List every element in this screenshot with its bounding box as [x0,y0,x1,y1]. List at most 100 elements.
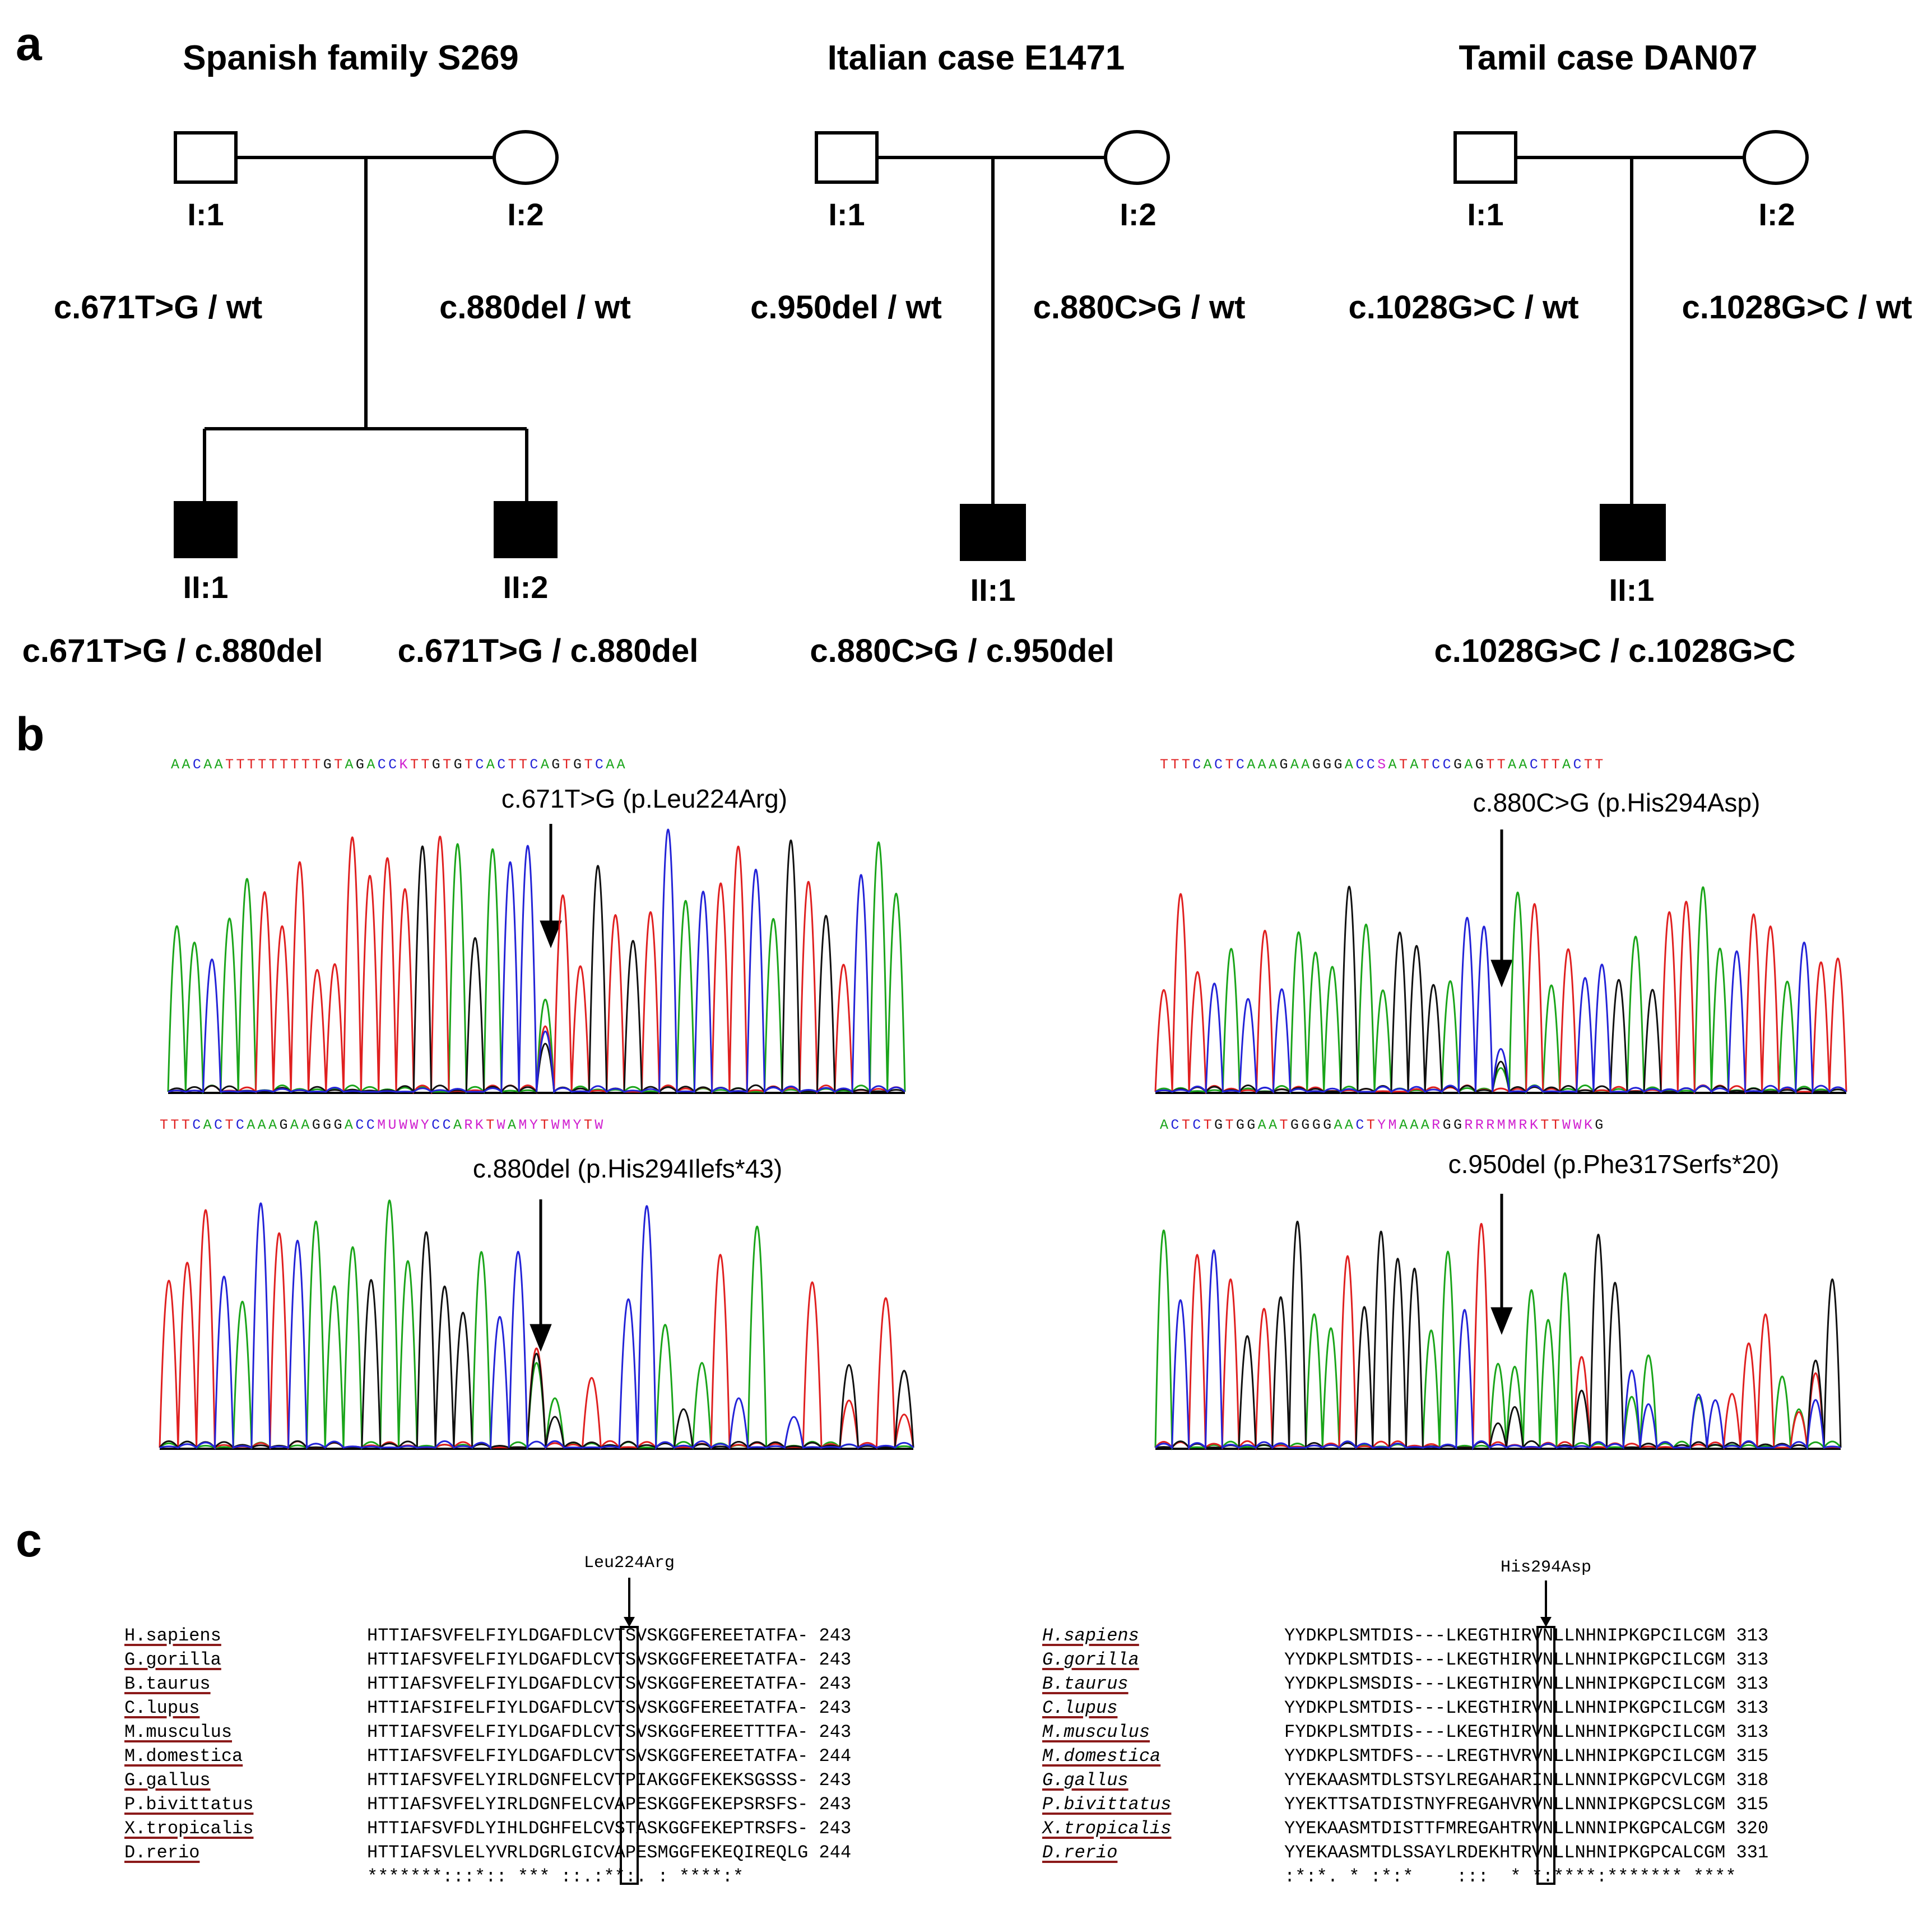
alignment-1-species-6: G.gallus [124,1770,211,1791]
alignment-2-species-2: B.taurus [1042,1674,1128,1694]
panel-label-b: b [16,708,45,761]
chromatogram-2-mutation: c.880C>G (p.His294Asp) [1473,788,1761,817]
alignment-2-species-6: G.gallus [1042,1770,1128,1791]
ped1-father-id: I:1 [187,197,224,232]
chromatogram-1-mutation: c.671T>G (p.Leu224Arg) [501,784,788,813]
alignment-2-sequence-0: YYDKPLSMTDIS---LKEGTHIRVNLLNHNIPKGPCILCG… [1284,1625,1769,1646]
alignment-1-species-0: H.sapiens [124,1625,221,1646]
ped1-mother-id: I:2 [507,197,544,232]
chromatogram-3-trace-T [159,1209,914,1450]
alignment-1-annotation: Leu224Arg [583,1554,675,1573]
ped3-father-symbol [1453,131,1517,184]
alignment-2-species-7: P.bivittatus [1042,1794,1172,1815]
ped1-child2-genotype: c.671T>G / c.880del [397,633,699,669]
panel-label-a: a [16,17,42,70]
alignment-1-species-3: C.lupus [124,1698,200,1718]
ped1-father-symbol [174,131,238,184]
chromatogram-4-mutation: c.950del (p.Phe317Serfs*20) [1448,1150,1780,1179]
ped3-mother-id: I:2 [1758,197,1795,232]
alignment-1-sequence-3: HTTIAFSIFELFIYLDGAFDLCVTSVSKGGFEREETATFA… [367,1698,852,1718]
chromatogram-3-trace-A [159,1199,914,1450]
alignment-1-species-1: G.gorilla [124,1649,221,1670]
alignment-2-sequence-1: YYDKPLSMTDIS---LKEGTHIRVNLLNHNIPKGPCILCG… [1284,1649,1769,1670]
chromatogram-baselines [160,1092,1846,1450]
alignment-1-sequence-2: HTTIAFSVFELFIYLDGAFDLCVTSVSKGGFEREETATFA… [367,1674,852,1694]
alignment-1-species-4: M.musculus [124,1722,233,1742]
ped3-child1-genotype: c.1028G>C / c.1028G>C [1434,633,1796,669]
chromatogram-1-trace-C [168,828,906,1095]
ped3-child1-id: II:1 [1609,572,1655,608]
ped2-mother-id: I:2 [1120,197,1157,232]
ped2-child1-id: II:1 [970,572,1016,608]
alignment-1-species-9: D.rerio [124,1842,200,1863]
chromatogram-2-trace-T [1154,893,1847,1095]
alignment-2-sequence-6: YYEKAASMTDLSTSYLREGAHARINLLNNNIPKGPCVLCG… [1284,1770,1769,1791]
ped1-child1-id: II:1 [183,569,229,605]
alignment-1-species-7: P.bivittatus [124,1794,254,1815]
alignment-1-sequence-1: HTTIAFSVFELFIYLDGAFDLCVTSVSKGGFEREETATFA… [367,1649,852,1670]
chromatogram-3-sequence: TTTCACTCAAAGAAGGGACCMUWWYCCARKTWAMYTWMYT… [160,1117,606,1133]
ped1-child2-id: II:2 [503,569,549,605]
alignment-1-sequence-8: HTTIAFSVFDLYIHLDGHFELCVSTASKGGFEKEPTRSFS… [367,1818,852,1839]
ped3-mother-genotype: c.1028G>C / wt [1682,289,1912,326]
chromatogram-4-trace-C [1154,1249,1841,1450]
alignment-1-consensus: *******:::*:: *** ::.:**:. : ****:* [367,1866,744,1887]
chromatogram-1-sequence: AACAATTTTTTTTTGTAGACCKTTGTGTCACTTCAGTGTC… [171,757,628,773]
ped1-child1-symbol [174,501,238,558]
chromatogram-2-trace-C [1155,917,1847,1095]
alignment-1-species-5: M.domestica [124,1746,243,1767]
alignment-1-sequence-9: HTTIAFSVLELYVRLDGRLGICVAPESMGGFEKEQIREQL… [367,1842,852,1863]
alignment-2-species-5: M.domestica [1042,1746,1161,1767]
ped2-mother-genotype: c.880C>G / wt [1033,289,1246,326]
chromatogram-4-trace-T [1154,1223,1841,1450]
ped3-child1-symbol [1600,504,1666,561]
alignment-2-species-0: H.sapiens [1042,1625,1139,1646]
ped3-father-id: I:1 [1467,197,1504,232]
ped1-child2-symbol [494,501,558,558]
alignment-1-sequence-7: HTTIAFSVFELYIRLDGNFELCVAPESKGGFEKEPSRSFS… [367,1794,852,1815]
alignment-2-species-8: X.tropicalis [1042,1818,1172,1839]
alignment-1-sequence-0: HTTIAFSVFELFIYLDGAFDLCVTSVSKGGFEREETATFA… [367,1625,852,1646]
alignment-2-annotation: His294Asp [1500,1558,1592,1577]
ped2-child1-symbol [960,504,1026,561]
chromatogram-3-trace-C [159,1202,914,1450]
chromatogram-1-trace-T [168,836,906,1095]
alignment-2-sequence-4: FYDKPLSMTDIS---LKEGTHIRVNLLNHNIPKGPCILCG… [1284,1722,1769,1742]
ped3-mother-symbol [1743,130,1809,185]
ped1-father-genotype: c.671T>G / wt [53,289,263,326]
alignment-1-species-8: X.tropicalis [124,1818,254,1839]
ped2-mother-symbol [1104,130,1170,185]
alignment-1-sequence-6: HTTIAFSVFELYIRLDGNFELCVTPIAKGGFEKEKSGSSS… [367,1770,852,1791]
alignment-2-species-3: C.lupus [1042,1698,1118,1718]
alignment-2-sequence-7: YYEKTTSATDISTNYFREGAHVRVNLLNNNIPKGPCSLCG… [1284,1794,1769,1815]
ped2-father-genotype: c.950del / wt [750,289,942,326]
ped3-father-genotype: c.1028G>C / wt [1348,289,1579,326]
ped2-father-id: I:1 [828,197,865,232]
alignment-2-sequence-9: YYEKAASMTDLSSAYLRDEKHTRVNLLNHNIPKGPCALCG… [1284,1842,1769,1863]
ped3-title: Tamil case DAN07 [1459,39,1758,77]
alignment-2-species-9: D.rerio [1042,1842,1118,1863]
ped1-title: Spanish family S269 [183,39,519,77]
ped1-child1-genotype: c.671T>G / c.880del [22,633,323,669]
alignment-2-species-1: G.gorilla [1042,1649,1139,1670]
chromatogram-4-sequence: ACTCTGTGGAATGGGGAACTYMAAARGGRRRMMRKTTWWK… [1160,1117,1606,1133]
alignment-2-sequence-3: YYDKPLSMTDIS---LKEGTHIRVNLLNHNIPKGPCILCG… [1284,1698,1769,1718]
alignment-2-sequence-8: YYEKAASMTDISTTFMREGAHTRVNLLNNNIPKGPCALCG… [1284,1818,1769,1839]
alignment-1-sequence-4: HTTIAFSVFELFIYLDGAFDLCVTSVSKGGFEREETTTFA… [367,1722,852,1742]
alignment-2-sequence-5: YYDKPLSMTDFS---LREGTHVRVNLLNHNIPKGPCILCG… [1284,1746,1769,1767]
ped2-title: Italian case E1471 [827,39,1125,77]
ped1-mother-genotype: c.880del / wt [439,289,631,326]
panel-label-c: c [16,1514,42,1566]
alignment-2-species-4: M.musculus [1042,1722,1150,1742]
ped2-father-symbol [815,131,879,184]
chromatogram-2-sequence: TTTCACTCAAAGAAGGGACCSATATCCGAGTTAACTTACT… [1160,757,1606,773]
mutation-arrows [530,824,1513,1352]
alignment-1-sequence-5: HTTIAFSVFELFIYLDGAFDLCVTSVSKGGFEREETATFA… [367,1746,852,1767]
alignment-2-consensus: :*:*. * :*:* ::: * *:****:******* **** [1284,1866,1736,1887]
ped1-mother-symbol [493,130,559,185]
chromatogram-3-mutation: c.880del (p.His294Ilefs*43) [472,1154,783,1183]
alignment-2-sequence-2: YYDKPLSMSDIS---LKEGTHIRVNLLNHNIPKGPCILCG… [1284,1674,1769,1694]
alignment-1-species-2: B.taurus [124,1674,211,1694]
ped2-child1-genotype: c.880C>G / c.950del [810,633,1114,669]
